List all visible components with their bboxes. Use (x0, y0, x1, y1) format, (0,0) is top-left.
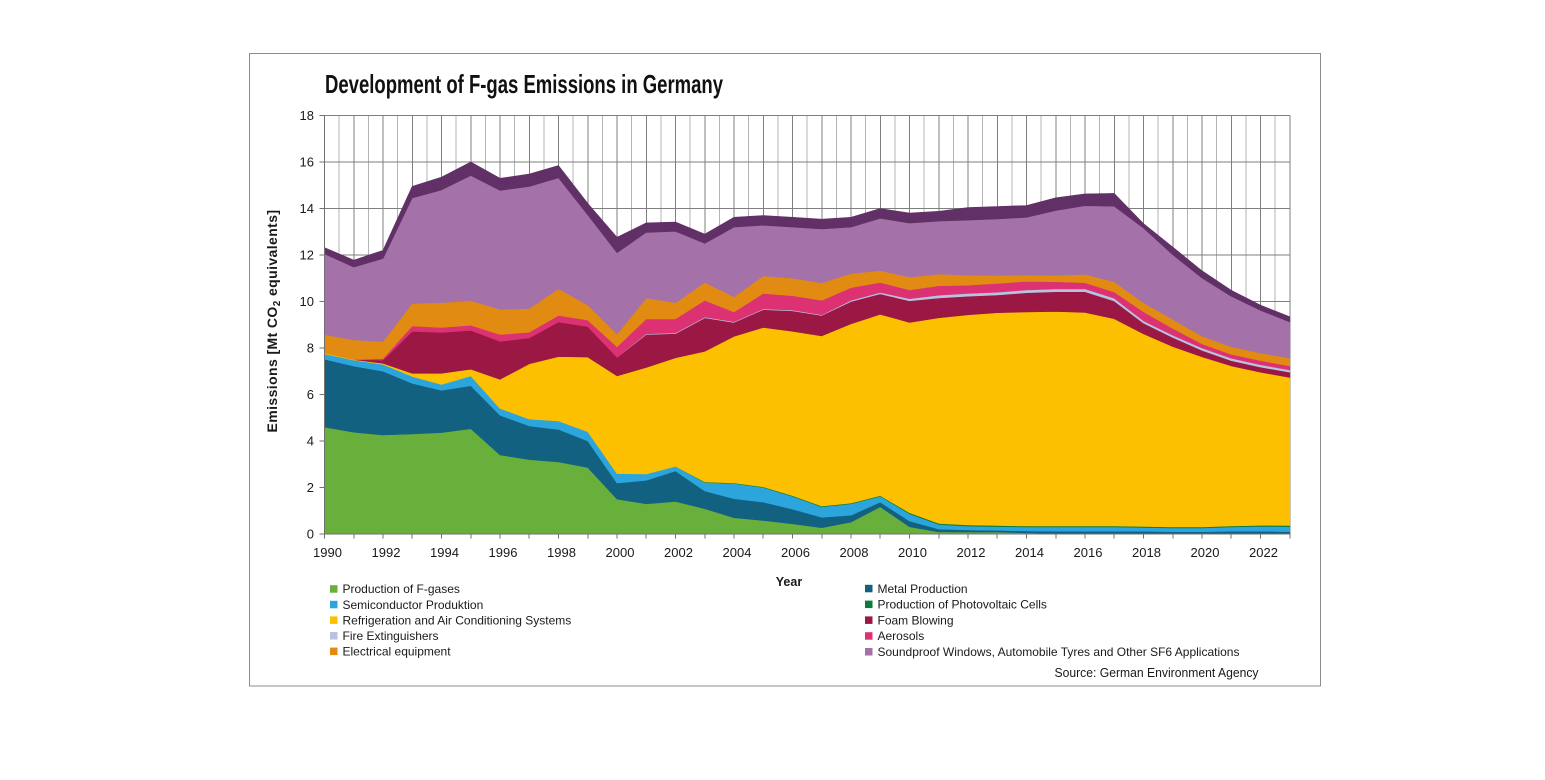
svg-text:2000: 2000 (606, 545, 635, 560)
svg-text:2012: 2012 (957, 545, 986, 560)
svg-text:Metal Production: Metal Production (878, 582, 968, 596)
svg-text:2: 2 (307, 480, 314, 495)
svg-text:1992: 1992 (372, 545, 401, 560)
svg-text:10: 10 (300, 294, 314, 309)
svg-text:2016: 2016 (1074, 545, 1103, 560)
svg-text:12: 12 (300, 248, 314, 263)
svg-text:1990: 1990 (313, 545, 342, 560)
svg-text:2006: 2006 (781, 545, 810, 560)
svg-text:2018: 2018 (1132, 545, 1161, 560)
svg-text:Soundproof Windows, Automobile: Soundproof Windows, Automobile Tyres and… (878, 645, 1240, 659)
svg-text:Development of F-gas Emissions: Development of F-gas Emissions in German… (325, 69, 723, 99)
svg-text:8: 8 (307, 341, 314, 356)
svg-text:14: 14 (300, 201, 314, 216)
svg-text:Electrical equipment: Electrical equipment (343, 645, 452, 659)
svg-text:2004: 2004 (723, 545, 752, 560)
svg-text:Year: Year (776, 575, 803, 589)
svg-text:2014: 2014 (1015, 545, 1044, 560)
svg-text:18: 18 (300, 108, 314, 123)
svg-text:2002: 2002 (664, 545, 693, 560)
svg-text:2010: 2010 (898, 545, 927, 560)
svg-text:2020: 2020 (1191, 545, 1220, 560)
svg-text:4: 4 (307, 434, 314, 449)
svg-text:Semiconductor Produktion: Semiconductor Produktion (343, 598, 484, 612)
svg-text:0: 0 (307, 527, 314, 542)
svg-text:Refrigeration and Air Conditio: Refrigeration and Air Conditioning Syste… (343, 613, 572, 627)
svg-text:Production of Photovoltaic Cel: Production of Photovoltaic Cells (878, 598, 1047, 612)
svg-text:1994: 1994 (430, 545, 459, 560)
svg-text:6: 6 (307, 387, 314, 402)
svg-text:2008: 2008 (840, 545, 869, 560)
svg-text:Foam Blowing: Foam Blowing (878, 613, 954, 627)
svg-text:1996: 1996 (489, 545, 518, 560)
svg-text:2022: 2022 (1249, 545, 1278, 560)
svg-text:1998: 1998 (547, 545, 576, 560)
svg-text:Aerosols: Aerosols (878, 629, 925, 643)
svg-text:Emissions [Mt CO2 equivalents]: Emissions [Mt CO2 equivalents] (264, 210, 283, 433)
svg-text:Source: German Environment Age: Source: German Environment Agency (1055, 666, 1260, 680)
svg-text:16: 16 (300, 155, 314, 170)
svg-text:Fire Extinguishers: Fire Extinguishers (343, 629, 439, 643)
svg-text:Production of F-gases: Production of F-gases (343, 582, 460, 596)
